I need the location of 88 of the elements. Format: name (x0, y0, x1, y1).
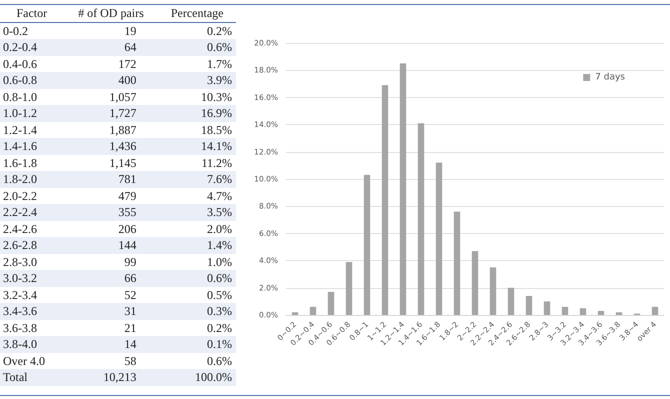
data-label: 64 (123, 39, 138, 56)
data-label: 1,436 (108, 138, 138, 154)
data-label: 1,727 (108, 105, 138, 122)
data-label: 0.6% (206, 270, 233, 286)
category-label: 3.8-4.0 (2, 336, 38, 352)
category-label: 2.8-3.0 (2, 254, 38, 270)
data-label: 0.2% (206, 22, 233, 39)
category-label: 0-0.2 (2, 22, 29, 39)
category-label: 0.4-0.6 (2, 56, 38, 72)
data-label: 0.6% (206, 39, 233, 56)
bar (544, 301, 550, 315)
legend-label: 7 days (595, 72, 626, 82)
bar (418, 123, 424, 315)
category-label: 1.2-1.4 (2, 122, 38, 138)
category-label: 3.0-3.2 (2, 270, 38, 286)
data-label: 1.7% (206, 56, 233, 72)
category-label: Total (2, 369, 28, 386)
data-label: 206 (117, 220, 138, 237)
category-label: Over 4.0 (2, 352, 46, 369)
category-label: 1.0-1.2 (2, 105, 38, 122)
bar (526, 296, 532, 315)
category-label: 2.2-2.4 (2, 204, 38, 220)
data-label: 7.6% (206, 171, 233, 188)
category-label: 3.2-3.4 (2, 286, 38, 303)
data-label: 31 (123, 303, 138, 320)
bar (580, 308, 586, 315)
data-label: 21 (123, 320, 138, 336)
category-label: 0.8-1.0 (2, 88, 38, 105)
bar (508, 288, 514, 315)
data-label: 11.2% (200, 154, 233, 171)
data-label: 16.9% (200, 105, 233, 122)
bar (652, 306, 658, 315)
data-label: 1,057 (108, 88, 138, 105)
category-label: 0.6-0.8 (2, 72, 38, 88)
data-label: 172 (117, 56, 138, 72)
bar (328, 292, 334, 315)
bar (490, 267, 496, 315)
data-label: 19 (123, 22, 138, 39)
data-label: 781 (117, 171, 138, 188)
category-label: 2.4-2.6 (2, 220, 38, 237)
data-label: 10.3% (200, 88, 233, 105)
category-label: 2.6-2.8 (2, 237, 38, 254)
data-label: 1.0% (206, 254, 233, 270)
data-label: 18.5% (200, 122, 233, 138)
bar (382, 85, 388, 315)
text: Percentage (170, 5, 224, 22)
data-label: 99 (123, 254, 138, 270)
data-label: 1.4% (206, 237, 233, 254)
data-label: 144 (117, 237, 138, 254)
data-label: 0.6% (206, 352, 233, 369)
bar (472, 251, 478, 315)
data-label: 0.1% (206, 336, 233, 352)
data-label: 0.2% (206, 320, 233, 336)
data-label: 355 (117, 204, 138, 220)
data-label: 400 (117, 72, 138, 88)
data-label: 479 (117, 188, 138, 204)
data-label: 0.5% (206, 286, 233, 303)
bar (562, 306, 568, 315)
bar (598, 310, 604, 315)
data-label: 1,887 (108, 122, 138, 138)
category-label: 1.6-1.8 (2, 154, 38, 171)
data-label: 2.0% (206, 220, 233, 237)
category-label: 3.6-3.8 (2, 320, 38, 336)
category-label: 1.4-1.6 (2, 138, 38, 154)
bar (454, 212, 460, 315)
data-label: 3.9% (206, 72, 233, 88)
data-label: 0.3% (206, 303, 233, 320)
data-label: 1,145 (108, 154, 138, 171)
data-label: 4.7% (206, 188, 233, 204)
bar (310, 306, 316, 315)
bar (364, 174, 370, 315)
data-label: 14.1% (200, 138, 233, 154)
data-label: 3.5% (206, 204, 233, 220)
data-label: 58 (123, 352, 138, 369)
series-label: # of OD pairs (77, 5, 145, 22)
bar (346, 262, 352, 315)
text: Factor (15, 5, 48, 22)
data-label: 100.0% (194, 369, 233, 386)
category-label: 3.4-3.6 (2, 303, 38, 320)
category-label: 1.8-2.0 (2, 171, 38, 188)
data-label: 66 (123, 270, 138, 286)
data-label: 10,213 (102, 369, 138, 386)
category-label: 2.0-2.2 (2, 188, 38, 204)
category-label: 0.2-0.4 (2, 39, 38, 56)
data-label: 14 (123, 336, 138, 352)
data-label: 52 (123, 286, 138, 303)
bar (436, 162, 442, 315)
bar (400, 63, 406, 315)
